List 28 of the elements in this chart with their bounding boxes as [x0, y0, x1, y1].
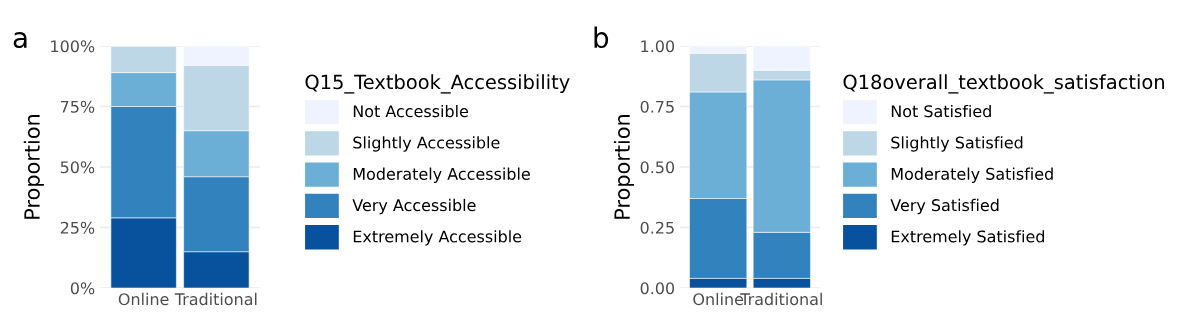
y-tick-label: 50%: [60, 161, 95, 174]
x-tick-label: Traditional: [174, 292, 257, 306]
y-tick-label: 1.00: [641, 40, 675, 53]
legend-label: Not Satisfied: [891, 104, 991, 118]
legend-label: Slightly Satisfied: [891, 136, 1023, 152]
legend-label: Very Accessible: [352, 198, 476, 215]
text: b: [594, 26, 609, 49]
legend-label: Moderately Accessible: [353, 167, 530, 183]
legend-label: Extremely Satisfied: [891, 230, 1045, 246]
legend-title: Q18overall_textbook_satisfaction: [843, 74, 1164, 94]
y-axis-title: Proportion: [23, 115, 44, 219]
legend-label: Extremely Accessible: [353, 230, 522, 246]
text: a: [13, 32, 27, 49]
legend-label: Very Satisfied: [890, 198, 999, 215]
y-tick-label: 25%: [60, 221, 95, 234]
y-tick-label: 0.50: [640, 161, 675, 174]
y-tick-label: 0.25: [640, 221, 674, 234]
x-tick-label: Online: [118, 292, 169, 306]
legend-label: Slightly Accessible: [353, 136, 500, 152]
legend-label: Moderately Satisfied: [891, 167, 1053, 183]
y-tick-label: 75%: [60, 100, 95, 113]
y-tick-label: 0.00: [640, 282, 675, 295]
legend-title: Q15_Textbook_Accessibility: [305, 74, 570, 94]
y-axis-title: Proportion: [613, 115, 635, 219]
legend-label: Not Accessible: [353, 104, 469, 118]
y-tick-label: 100%: [51, 40, 95, 53]
y-tick-label: 0%: [70, 282, 95, 295]
y-tick-label: 0.75: [640, 100, 674, 113]
